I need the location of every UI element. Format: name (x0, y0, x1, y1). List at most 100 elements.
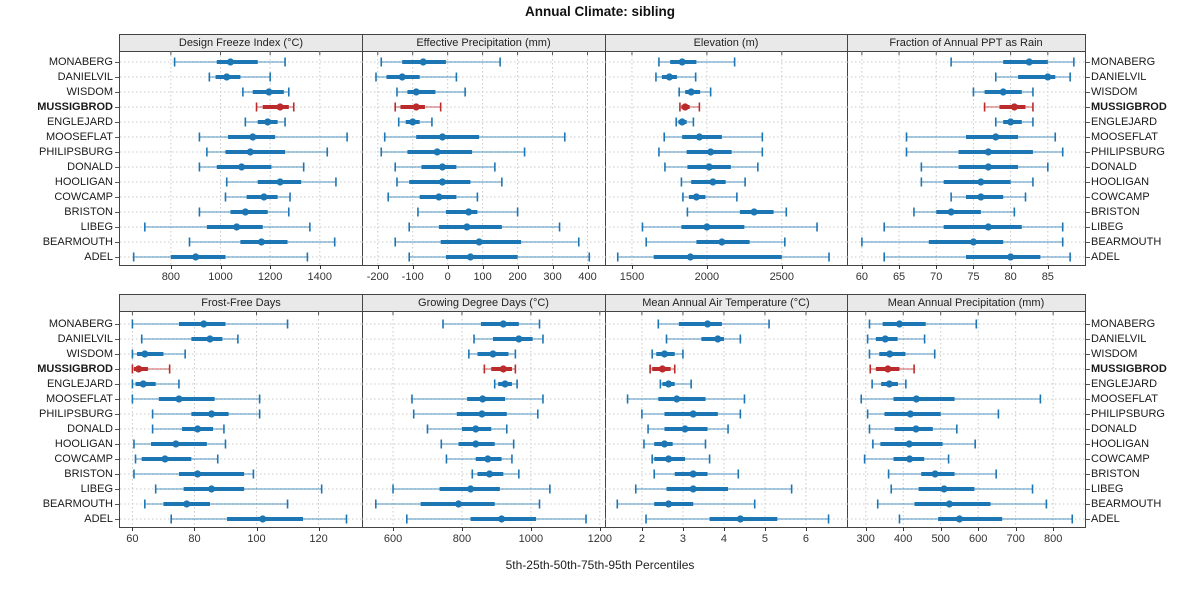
series-briston (133, 469, 255, 479)
median-dot (265, 88, 273, 96)
panel-plot-3 (847, 51, 1085, 265)
station-label-right: COWCAMP (1091, 452, 1150, 465)
x-tick-label: 400 (894, 533, 913, 545)
series-adel (616, 252, 830, 262)
station-label-left: MOOSEFLAT (45, 392, 113, 405)
x-axis-tick (940, 527, 942, 531)
station-label-right: BRISTON (1091, 467, 1140, 480)
median-dot (463, 223, 471, 231)
station-label-right: MUSSIGBROD (1091, 100, 1167, 113)
median-dot (175, 395, 183, 403)
station-label-right: MOOSEFLAT (1091, 392, 1159, 405)
series-donald (394, 162, 496, 172)
median-dot (433, 148, 441, 156)
median-dot (718, 238, 726, 246)
median-dot (264, 118, 272, 126)
median-dot (501, 380, 509, 388)
station-tick-left (115, 227, 119, 228)
station-tick-right (1086, 489, 1090, 490)
x-tick-label: 300 (543, 271, 562, 283)
median-dot (249, 133, 257, 141)
panel-separator (847, 295, 848, 527)
series-monaberg (950, 57, 1075, 67)
median-dot (664, 380, 673, 388)
series-monaberg (380, 57, 501, 67)
station-tick-right (1086, 354, 1090, 355)
median-dot (884, 365, 892, 373)
series-philipsburg (380, 147, 526, 157)
series-mussigbrod (869, 364, 915, 374)
median-dot (707, 148, 715, 156)
median-dot (885, 380, 893, 388)
station-label-left: BEARMOUTH (42, 497, 113, 510)
station-tick-left (115, 182, 119, 183)
x-axis-title: 5th-25th-50th-75th-95th Percentiles (505, 558, 695, 572)
series-briston (471, 469, 520, 479)
median-dot (905, 455, 914, 463)
station-label-right: ADEL (1091, 512, 1120, 525)
x-tick-label: 6 (802, 533, 810, 545)
panel-header-label: Fraction of Annual PPT as Rain (889, 37, 1043, 49)
station-label-right: PHILIPSBURG (1091, 145, 1165, 158)
series-hooligan (643, 439, 707, 449)
x-tick-label: 800 (1043, 533, 1063, 545)
series-mooseflat (411, 394, 544, 404)
median-dot (141, 350, 149, 358)
median-dot (692, 193, 701, 201)
station-label-right: DONALD (1091, 160, 1137, 173)
station-label-right: ENGLEJARD (1091, 115, 1158, 128)
series-hooligan (225, 177, 337, 187)
median-dot (412, 88, 420, 96)
series-cowcamp (224, 192, 291, 202)
station-tick-left (115, 197, 119, 198)
station-tick-right (1086, 182, 1090, 183)
x-tick-label: 300 (856, 533, 875, 545)
station-label-left: WISDOM (66, 347, 113, 360)
station-label-right: DONALD (1091, 422, 1137, 435)
median-dot (419, 58, 427, 66)
series-briston (686, 207, 788, 217)
x-axis-tick (1047, 265, 1049, 269)
station-tick-left (115, 474, 119, 475)
series-monaberg (658, 57, 736, 67)
median-dot (207, 485, 216, 493)
panel-header-label: Design Freeze Index (°C) (178, 37, 304, 49)
station-tick-left (115, 369, 119, 370)
median-dot (465, 208, 473, 216)
series-wisdom (131, 349, 186, 359)
station-label-left: HOOLIGAN (54, 437, 113, 450)
station-tick-right (1086, 384, 1090, 385)
series-philipsburg (866, 409, 1000, 419)
series-danielvil (208, 72, 271, 82)
series-mussigbrod (679, 102, 701, 112)
station-tick-right (1086, 212, 1090, 213)
median-dot (969, 238, 978, 246)
panel-separator (847, 35, 848, 265)
series-donald (151, 424, 225, 434)
x-axis-tick (781, 265, 783, 269)
series-hooligan (133, 439, 227, 449)
series-monaberg (131, 319, 289, 329)
station-label-left: BRISTON (64, 205, 113, 218)
series-briston (417, 207, 519, 217)
series-bearmouth (876, 499, 1048, 509)
median-dot (931, 470, 939, 478)
panel-header-strip (120, 295, 1085, 312)
series-adel (645, 514, 830, 524)
x-tick-label: 80 (1004, 271, 1017, 283)
series-briston (913, 207, 1016, 217)
series-donald (664, 162, 759, 172)
median-dot (709, 178, 717, 186)
station-label-left: WISDOM (66, 85, 113, 98)
series-adel (408, 252, 591, 262)
x-tick-label: 100 (247, 533, 266, 545)
x-axis-tick (530, 527, 532, 531)
station-tick-left (115, 107, 119, 108)
series-bearmouth (188, 237, 336, 247)
median-dot (241, 208, 249, 216)
x-axis-tick (903, 527, 905, 531)
series-mussigbrod (649, 364, 676, 374)
series-wisdom (972, 87, 1034, 97)
series-englejard (871, 379, 907, 389)
median-dot (257, 238, 266, 246)
